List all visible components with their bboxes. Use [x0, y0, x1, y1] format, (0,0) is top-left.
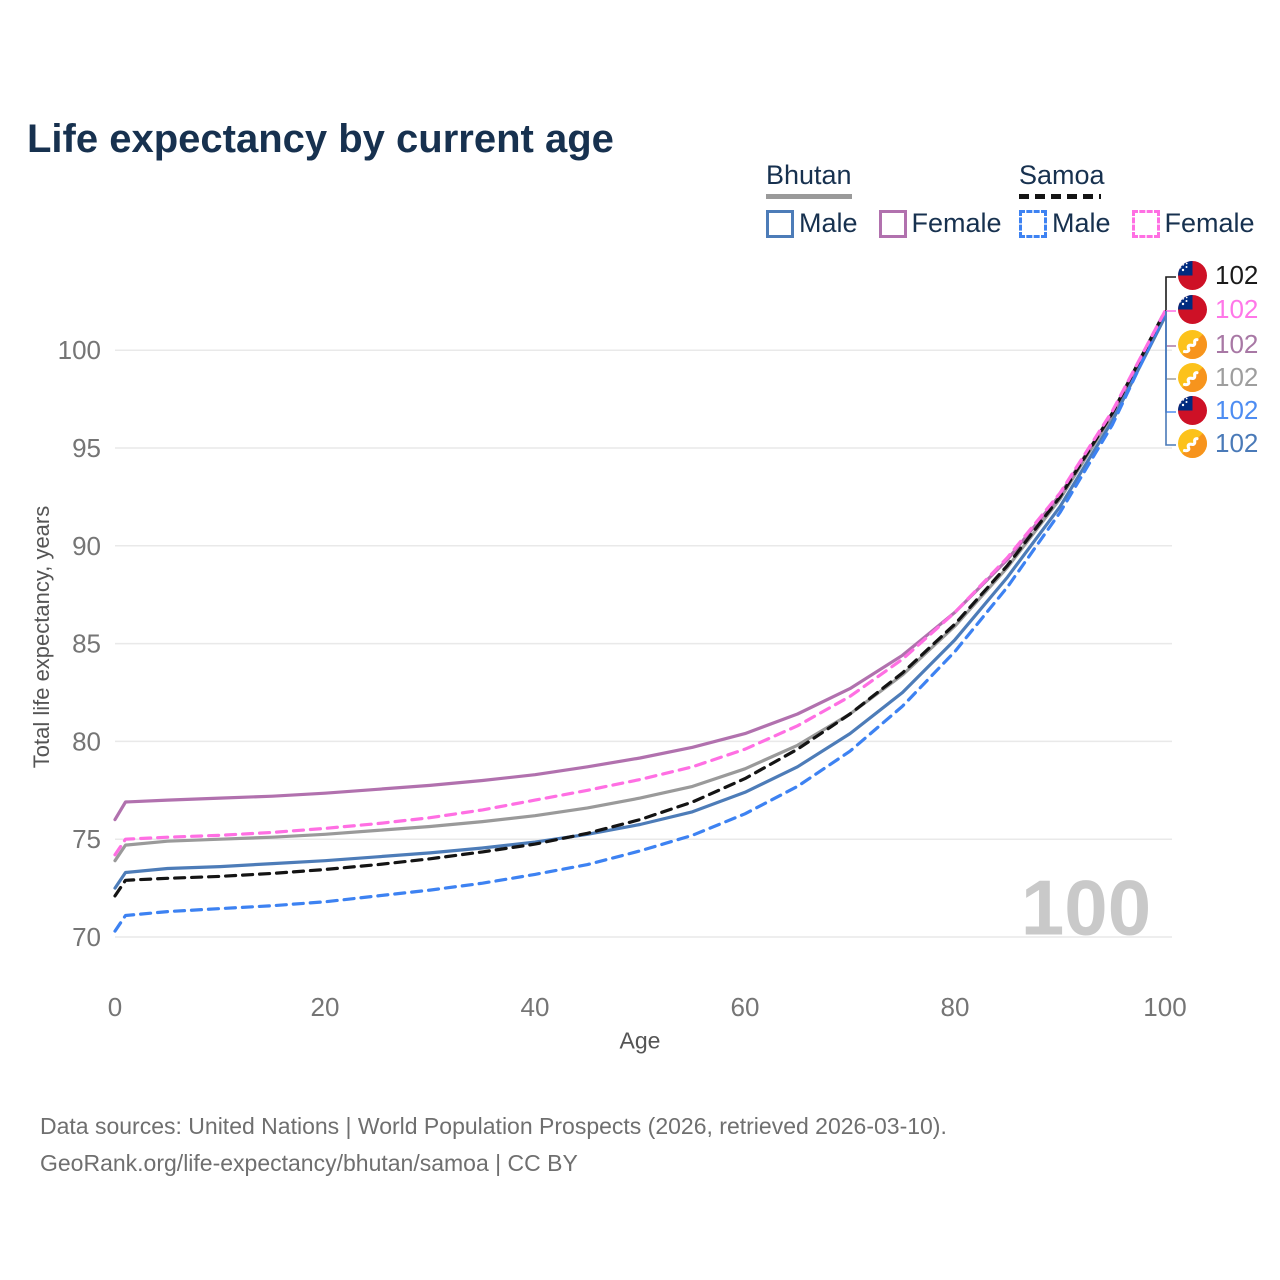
- legend: Bhutan Male Female Samoa Male Female: [0, 160, 1280, 250]
- bhutan-flag-icon: [1177, 362, 1208, 393]
- end-value: 102: [1215, 395, 1259, 425]
- end-label-connector-4: [1165, 311, 1176, 413]
- samoa-flag-icon: [1177, 294, 1208, 325]
- series-samoa_female-line: [113, 309, 1167, 857]
- page-title: Life expectancy by current age: [27, 116, 614, 161]
- end-label-bhutan-5: 102: [1177, 428, 1258, 459]
- samoa-male-label: Male: [1052, 208, 1111, 238]
- y-tick-70: 70: [72, 922, 101, 952]
- end-label-connector-5: [1165, 311, 1176, 446]
- end-label-samoa-0: 102: [1177, 260, 1258, 291]
- samoa-flag-icon: [1177, 260, 1208, 291]
- legend-group-bhutan: Bhutan Male Female: [766, 160, 1023, 239]
- y-tick-85: 85: [72, 629, 101, 659]
- samoa-flag-icon: [1177, 395, 1208, 426]
- x-tick-60: 60: [731, 992, 760, 1022]
- x-tick-100: 100: [1143, 992, 1186, 1022]
- end-label-connector-2: [1165, 311, 1176, 347]
- series-samoa_average-line: [113, 309, 1167, 898]
- samoa-male-swatch: [1019, 209, 1047, 238]
- end-value: 102: [1215, 294, 1259, 324]
- samoa-female-swatch: [1131, 209, 1160, 238]
- end-label-bhutan-2: 102: [1177, 329, 1258, 360]
- series-bhutan_average-line: [113, 313, 1167, 863]
- source-line-2: GeoRank.org/life-expectancy/bhutan/samoa…: [40, 1150, 578, 1176]
- y-tick-95: 95: [72, 433, 101, 463]
- series-bhutan_male-line: [113, 315, 1167, 890]
- samoa-linestyle-swatch: [1019, 194, 1101, 199]
- end-label-samoa-1: 102: [1177, 294, 1258, 325]
- bhutan-flag-icon: [1177, 428, 1208, 459]
- legend-country-bhutan: Bhutan: [766, 160, 852, 190]
- end-label-connector-3: [1165, 311, 1176, 380]
- x-tick-20: 20: [311, 992, 340, 1022]
- y-tick-90: 90: [72, 531, 101, 561]
- end-value: 102: [1215, 260, 1259, 290]
- x-tick-40: 40: [521, 992, 550, 1022]
- bhutan-female-label: Female: [911, 208, 1002, 238]
- bhutan-female-swatch: [878, 209, 907, 238]
- age-indicator: 100: [1020, 863, 1152, 952]
- y-tick-80: 80: [72, 726, 101, 756]
- bhutan-male-label: Male: [799, 208, 858, 238]
- end-label-samoa-4: 102: [1177, 395, 1258, 426]
- bhutan-male-swatch: [766, 209, 794, 238]
- bhutan-flag-icon: [1177, 329, 1208, 360]
- x-tick-80: 80: [941, 992, 970, 1022]
- end-value: 102: [1215, 362, 1259, 392]
- end-value: 102: [1215, 329, 1259, 359]
- end-label-connector-0: [1165, 276, 1176, 311]
- legend-country-samoa: Samoa: [1019, 160, 1105, 190]
- x-tick-0: 0: [108, 992, 122, 1022]
- end-label-bhutan-3: 102: [1177, 362, 1258, 393]
- samoa-female-label: Female: [1164, 208, 1255, 238]
- bhutan-linestyle-swatch: [766, 194, 852, 199]
- x-axis-title: Age: [619, 1027, 661, 1054]
- series-samoa_male-line: [113, 311, 1167, 933]
- end-value: 102: [1215, 428, 1259, 458]
- source-line-1: Data sources: United Nations | World Pop…: [40, 1113, 947, 1139]
- y-tick-75: 75: [72, 824, 101, 854]
- legend-group-samoa: Samoa Male Female: [1019, 160, 1276, 239]
- y-tick-100: 100: [58, 335, 101, 365]
- data-sources: Data sources: United Nations | World Pop…: [40, 1108, 947, 1182]
